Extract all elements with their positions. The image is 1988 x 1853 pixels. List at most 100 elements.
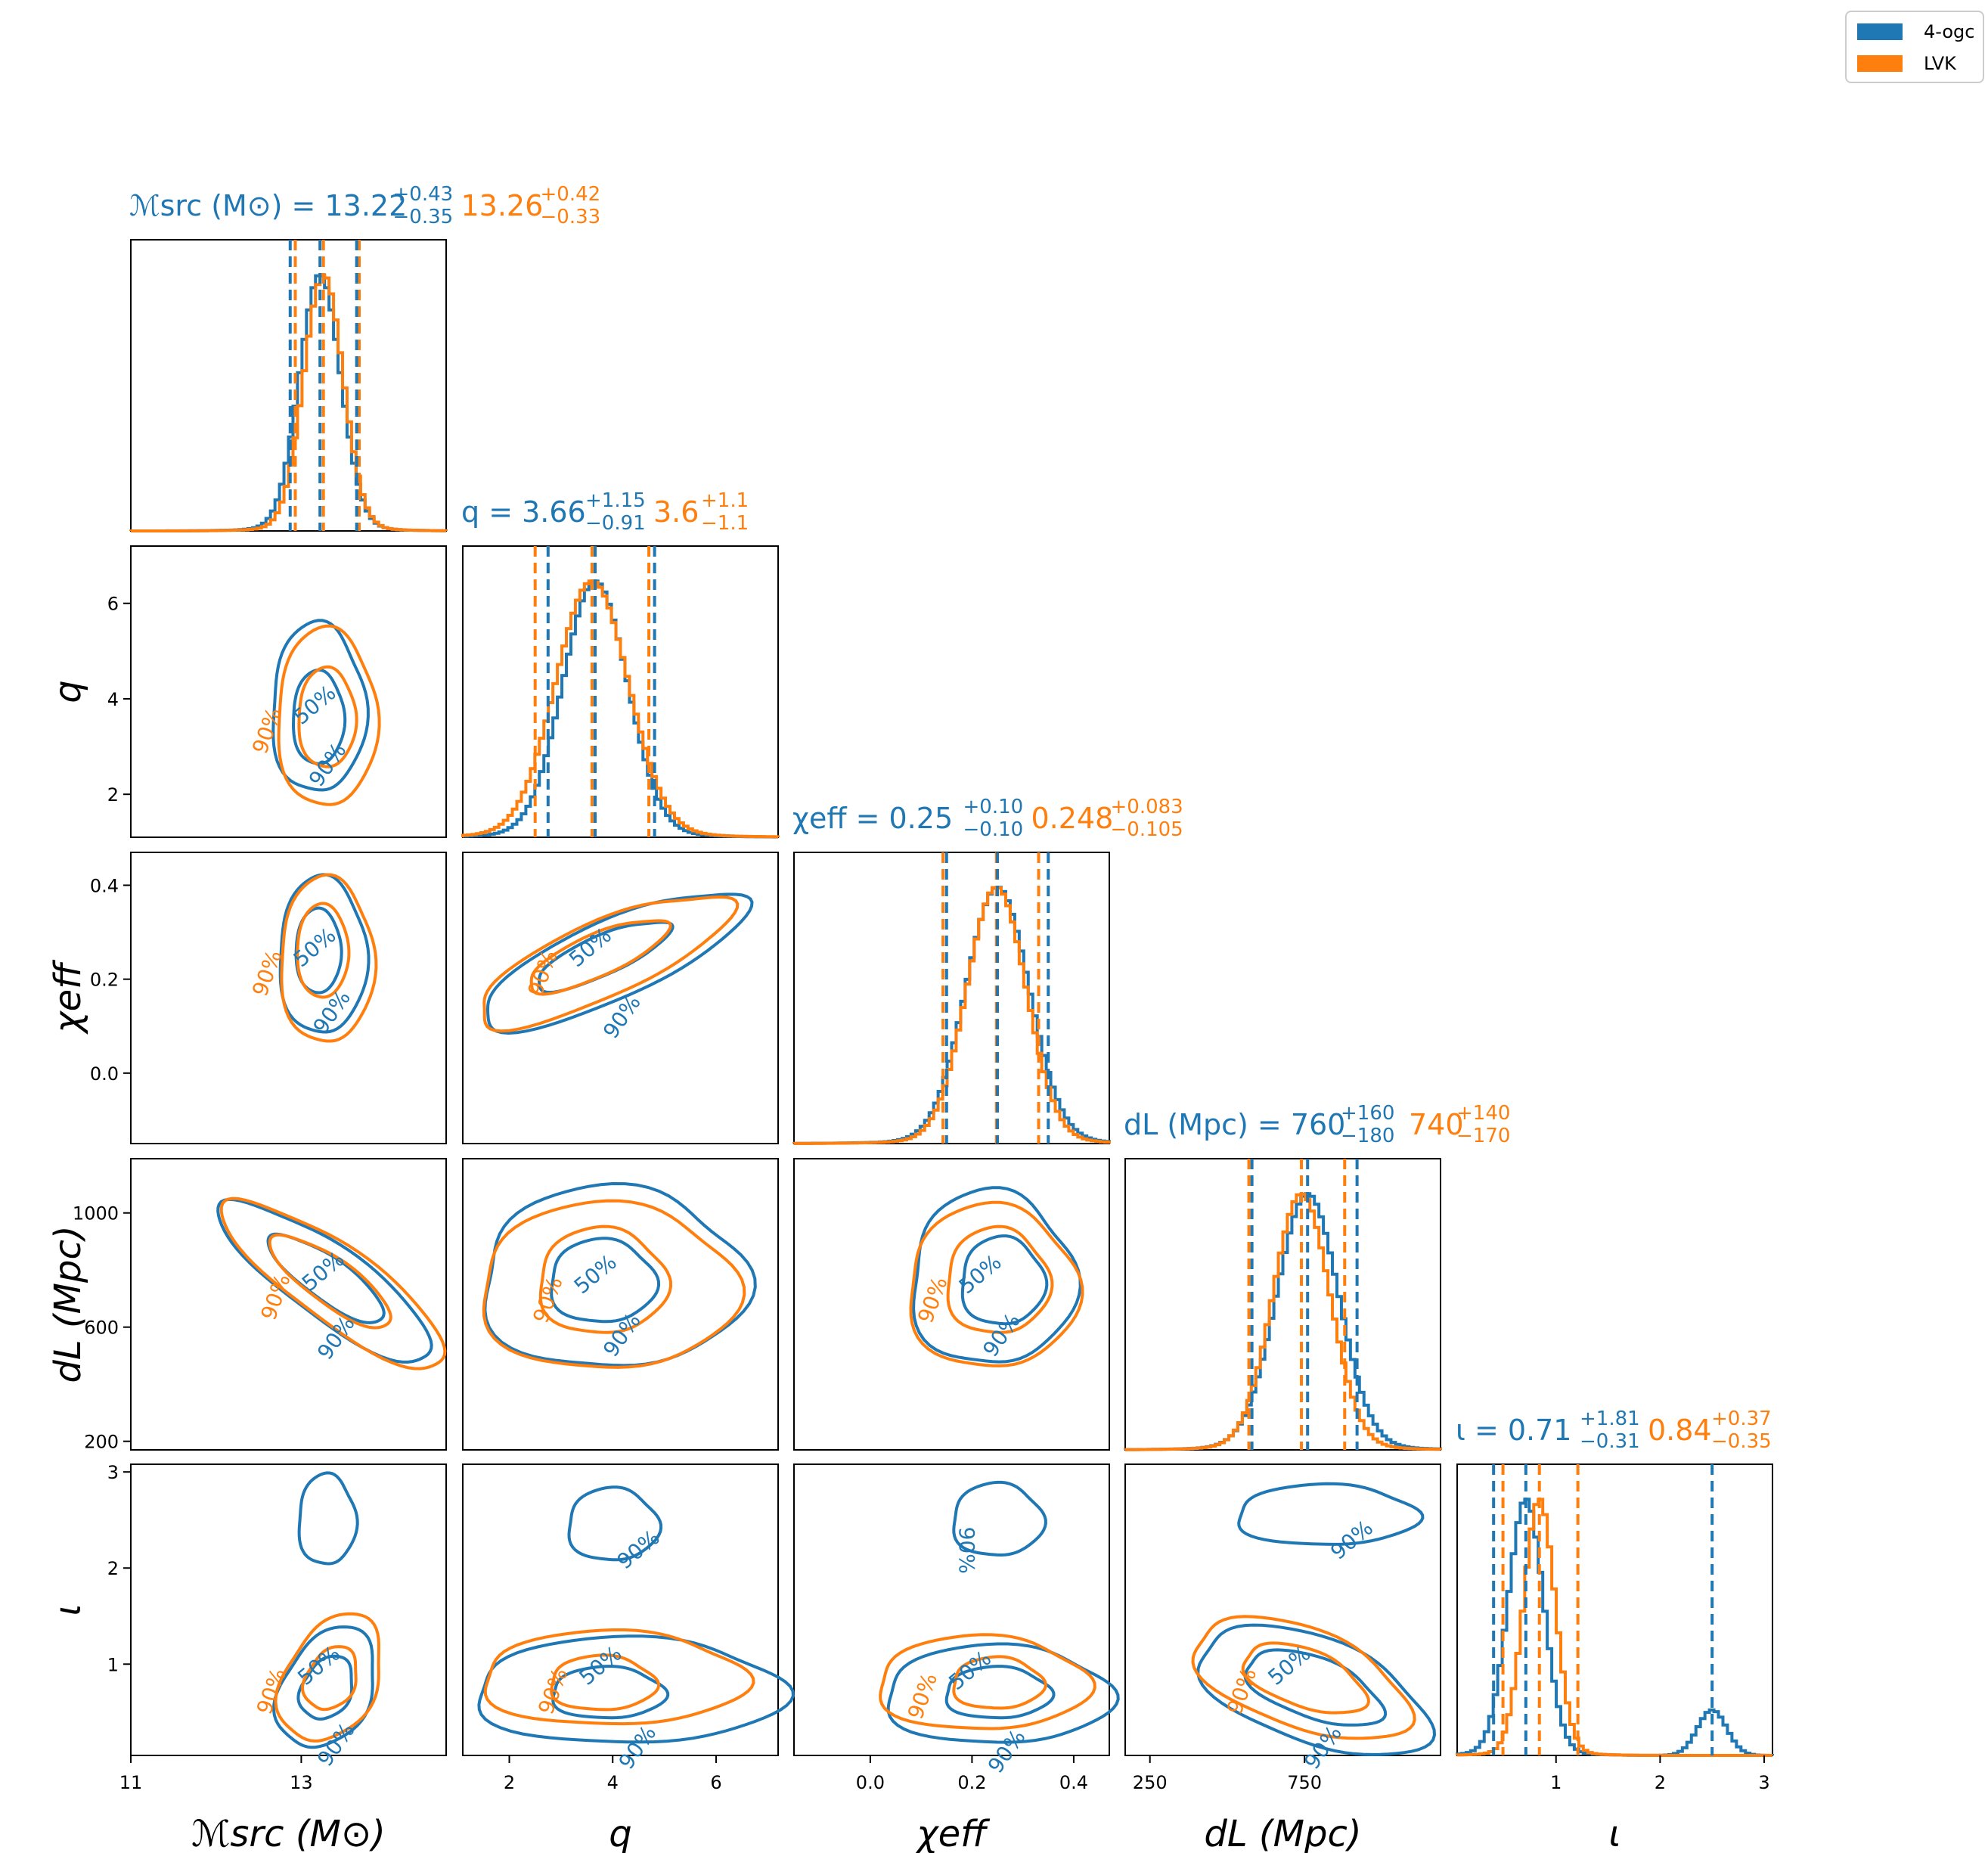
x-axis-label-d_L: dL (Mpc) (1204, 1813, 1361, 1853)
x-axis-label-iota: ι (1608, 1813, 1620, 1853)
y-tick-label-iota: 1 (107, 1654, 119, 1675)
contour-label-90-lvk-chirp_mass_src-q: 90% (247, 704, 287, 757)
contour-90-ogc-d_L-iota-upper (1237, 1482, 1425, 1546)
contour-90-ogc-chirp_mass_src-q (271, 619, 370, 792)
y-axis-label-q: q (47, 680, 89, 703)
contour-50-ogc-q-d_L (550, 1237, 661, 1324)
y-tick-label-chi_eff: 0.4 (90, 875, 119, 896)
panel-q-d_L (462, 1158, 779, 1451)
y-axis-label-iota: ι (47, 1603, 89, 1616)
contour-label-90-ogc-d_L-iota-upper: 90% (1326, 1515, 1378, 1564)
title-lvk-chirp_mass_src: 13.26 (461, 189, 544, 222)
contour-50-lvk-chirp_mass_src-q (297, 665, 358, 768)
contour-50-ogc-q-iota (551, 1665, 670, 1720)
contour-90-lvk-chi_eff-iota (879, 1633, 1096, 1730)
panel-q-q (462, 545, 779, 838)
x-tick-label-iota: 1 (1550, 1772, 1562, 1793)
contour-90-ogc-chirp_mass_src-iota (271, 1625, 374, 1749)
contour-50-ogc-chi_eff-iota (944, 1665, 1056, 1720)
contour-90-lvk-q-iota (483, 1628, 755, 1726)
x-tick-label-iota: 2 (1655, 1772, 1666, 1793)
histogram-lvk-chi_eff (792, 886, 1111, 1145)
contour-50-lvk-q-d_L (538, 1224, 673, 1334)
title-ogc-chi_eff: χeff = 0.25 (792, 802, 953, 835)
title-ogc-chirp_mass_src: ℳsrc (M⊙) = 13.22 (129, 189, 407, 222)
title-ogc-plus-q: +1.15 (585, 489, 646, 512)
panel-chirp_mass_src-chirp_mass_src (130, 239, 447, 532)
contour-50-ogc-d_L-iota (1243, 1648, 1388, 1727)
contour-label-90-ogc-d_L-iota: 90% (1299, 1721, 1347, 1774)
contour-label-90-ogc-chirp_mass_src-q: 90% (304, 738, 352, 791)
x-axis-label-chirp_mass_src: ℳsrc (M⊙) (191, 1813, 386, 1853)
contour-50-ogc-chi_eff-d_L (960, 1234, 1049, 1326)
contour-90-lvk-chirp_mass_src-iota (274, 1612, 380, 1743)
contour-90-lvk-chirp_mass_src-q (277, 624, 381, 806)
contour-90-ogc-chi_eff-iota-upper (952, 1480, 1047, 1557)
contour-90-lvk-d_L-iota (1191, 1615, 1416, 1740)
contour-label-50-ogc-chi_eff-iota: 50% (944, 1646, 996, 1695)
histogram-ogc-chi_eff (792, 886, 1111, 1145)
title-ogc-minus-q: −0.91 (585, 512, 646, 535)
panel-chi_eff-chi_eff (793, 852, 1110, 1144)
title-lvk-minus-d_L: −170 (1456, 1125, 1510, 1147)
contour-label-90-ogc-chi_eff-d_L: 90% (978, 1308, 1025, 1361)
y-tick-label-chi_eff: 0.0 (90, 1063, 119, 1085)
x-axis-label-q: q (609, 1813, 631, 1853)
contour-label-90-lvk-q-d_L: 90% (528, 1274, 567, 1327)
contour-50-lvk-q-chi_eff (529, 919, 672, 996)
x-tick-label-iota: 3 (1758, 1772, 1769, 1793)
panel-q-chi_eff (462, 852, 779, 1144)
panel-d_L-iota (1124, 1463, 1441, 1756)
title-ogc-minus-iota: −0.31 (1580, 1430, 1640, 1453)
title-lvk-minus-iota: −0.35 (1711, 1430, 1772, 1453)
title-lvk-chi_eff: 0.248 (1031, 802, 1114, 835)
contour-90-ogc-chi_eff-d_L (912, 1186, 1082, 1364)
contour-90-ogc-q-iota (477, 1634, 795, 1744)
legend-item-lvk: LVK (1857, 50, 1956, 77)
y-axis-label-chi_eff: χeff (47, 959, 89, 1035)
legend-item-4ogc: 4-ogc (1857, 18, 1975, 45)
contour-90-lvk-chirp_mass_src-d_L (219, 1197, 447, 1370)
contour-90-ogc-d_L-iota (1196, 1623, 1437, 1756)
panel-chi_eff-d_L (793, 1158, 1110, 1451)
title-ogc-plus-chi_eff: +0.10 (963, 796, 1024, 818)
title-ogc-iota: ι = 0.71 (1456, 1414, 1571, 1447)
panel-chirp_mass_src-chi_eff (130, 852, 447, 1144)
title-ogc-d_L: dL (Mpc) = 760 (1124, 1108, 1345, 1141)
panel-chirp_mass_src-d_L (130, 1158, 447, 1451)
contour-90-ogc-chirp_mass_src-iota-upper (297, 1471, 359, 1566)
histogram-lvk-iota (1456, 1498, 1772, 1757)
title-ogc-minus-chirp_mass_src: −0.35 (393, 206, 454, 228)
title-lvk-minus-chirp_mass_src: −0.33 (541, 206, 601, 228)
title-lvk-plus-d_L: +140 (1456, 1102, 1510, 1125)
title-lvk-iota: 0.84 (1648, 1414, 1712, 1447)
contour-50-ogc-chirp_mass_src-q (291, 668, 347, 765)
legend-label-lvk: LVK (1924, 53, 1956, 74)
contour-label-50-ogc-q-d_L: 50% (569, 1249, 622, 1299)
y-tick-label-iota: 2 (107, 1558, 119, 1579)
x-tick-label-chirp_mass_src: 13 (290, 1772, 313, 1793)
x-tick-label-chi_eff: 0.2 (957, 1772, 986, 1793)
histogram-ogc-q (461, 579, 780, 839)
y-tick-label-q: 4 (107, 689, 119, 710)
y-tick-label-chi_eff: 0.2 (90, 970, 119, 991)
contour-90-lvk-chi_eff-d_L (909, 1200, 1084, 1367)
contour-label-90-ogc-q-iota-upper: 90% (613, 1525, 665, 1574)
y-tick-label-d_L: 600 (84, 1318, 119, 1339)
contour-label-90-ogc-chi_eff-iota: 90% (983, 1725, 1031, 1778)
x-tick-label-q: 2 (504, 1772, 515, 1793)
legend-swatch-lvk (1857, 55, 1903, 72)
title-ogc-plus-iota: +1.81 (1580, 1408, 1640, 1430)
contour-50-lvk-chi_eff-d_L (946, 1224, 1054, 1334)
title-lvk-minus-chi_eff: −0.105 (1111, 818, 1183, 841)
title-lvk-plus-chirp_mass_src: +0.42 (541, 183, 601, 206)
contour-label-90-lvk-q-iota: 90% (533, 1665, 572, 1718)
contour-50-lvk-chirp_mass_src-d_L (268, 1233, 392, 1330)
title-ogc-plus-d_L: +160 (1341, 1102, 1394, 1125)
y-axis-label-d_L: dL (Mpc) (47, 1225, 89, 1383)
panel-d_L-d_L (1124, 1158, 1441, 1451)
title-lvk-plus-q: +1.1 (701, 489, 749, 512)
title-ogc-minus-chi_eff: −0.10 (963, 818, 1024, 841)
histogram-ogc-chirp_mass_src (129, 274, 448, 532)
